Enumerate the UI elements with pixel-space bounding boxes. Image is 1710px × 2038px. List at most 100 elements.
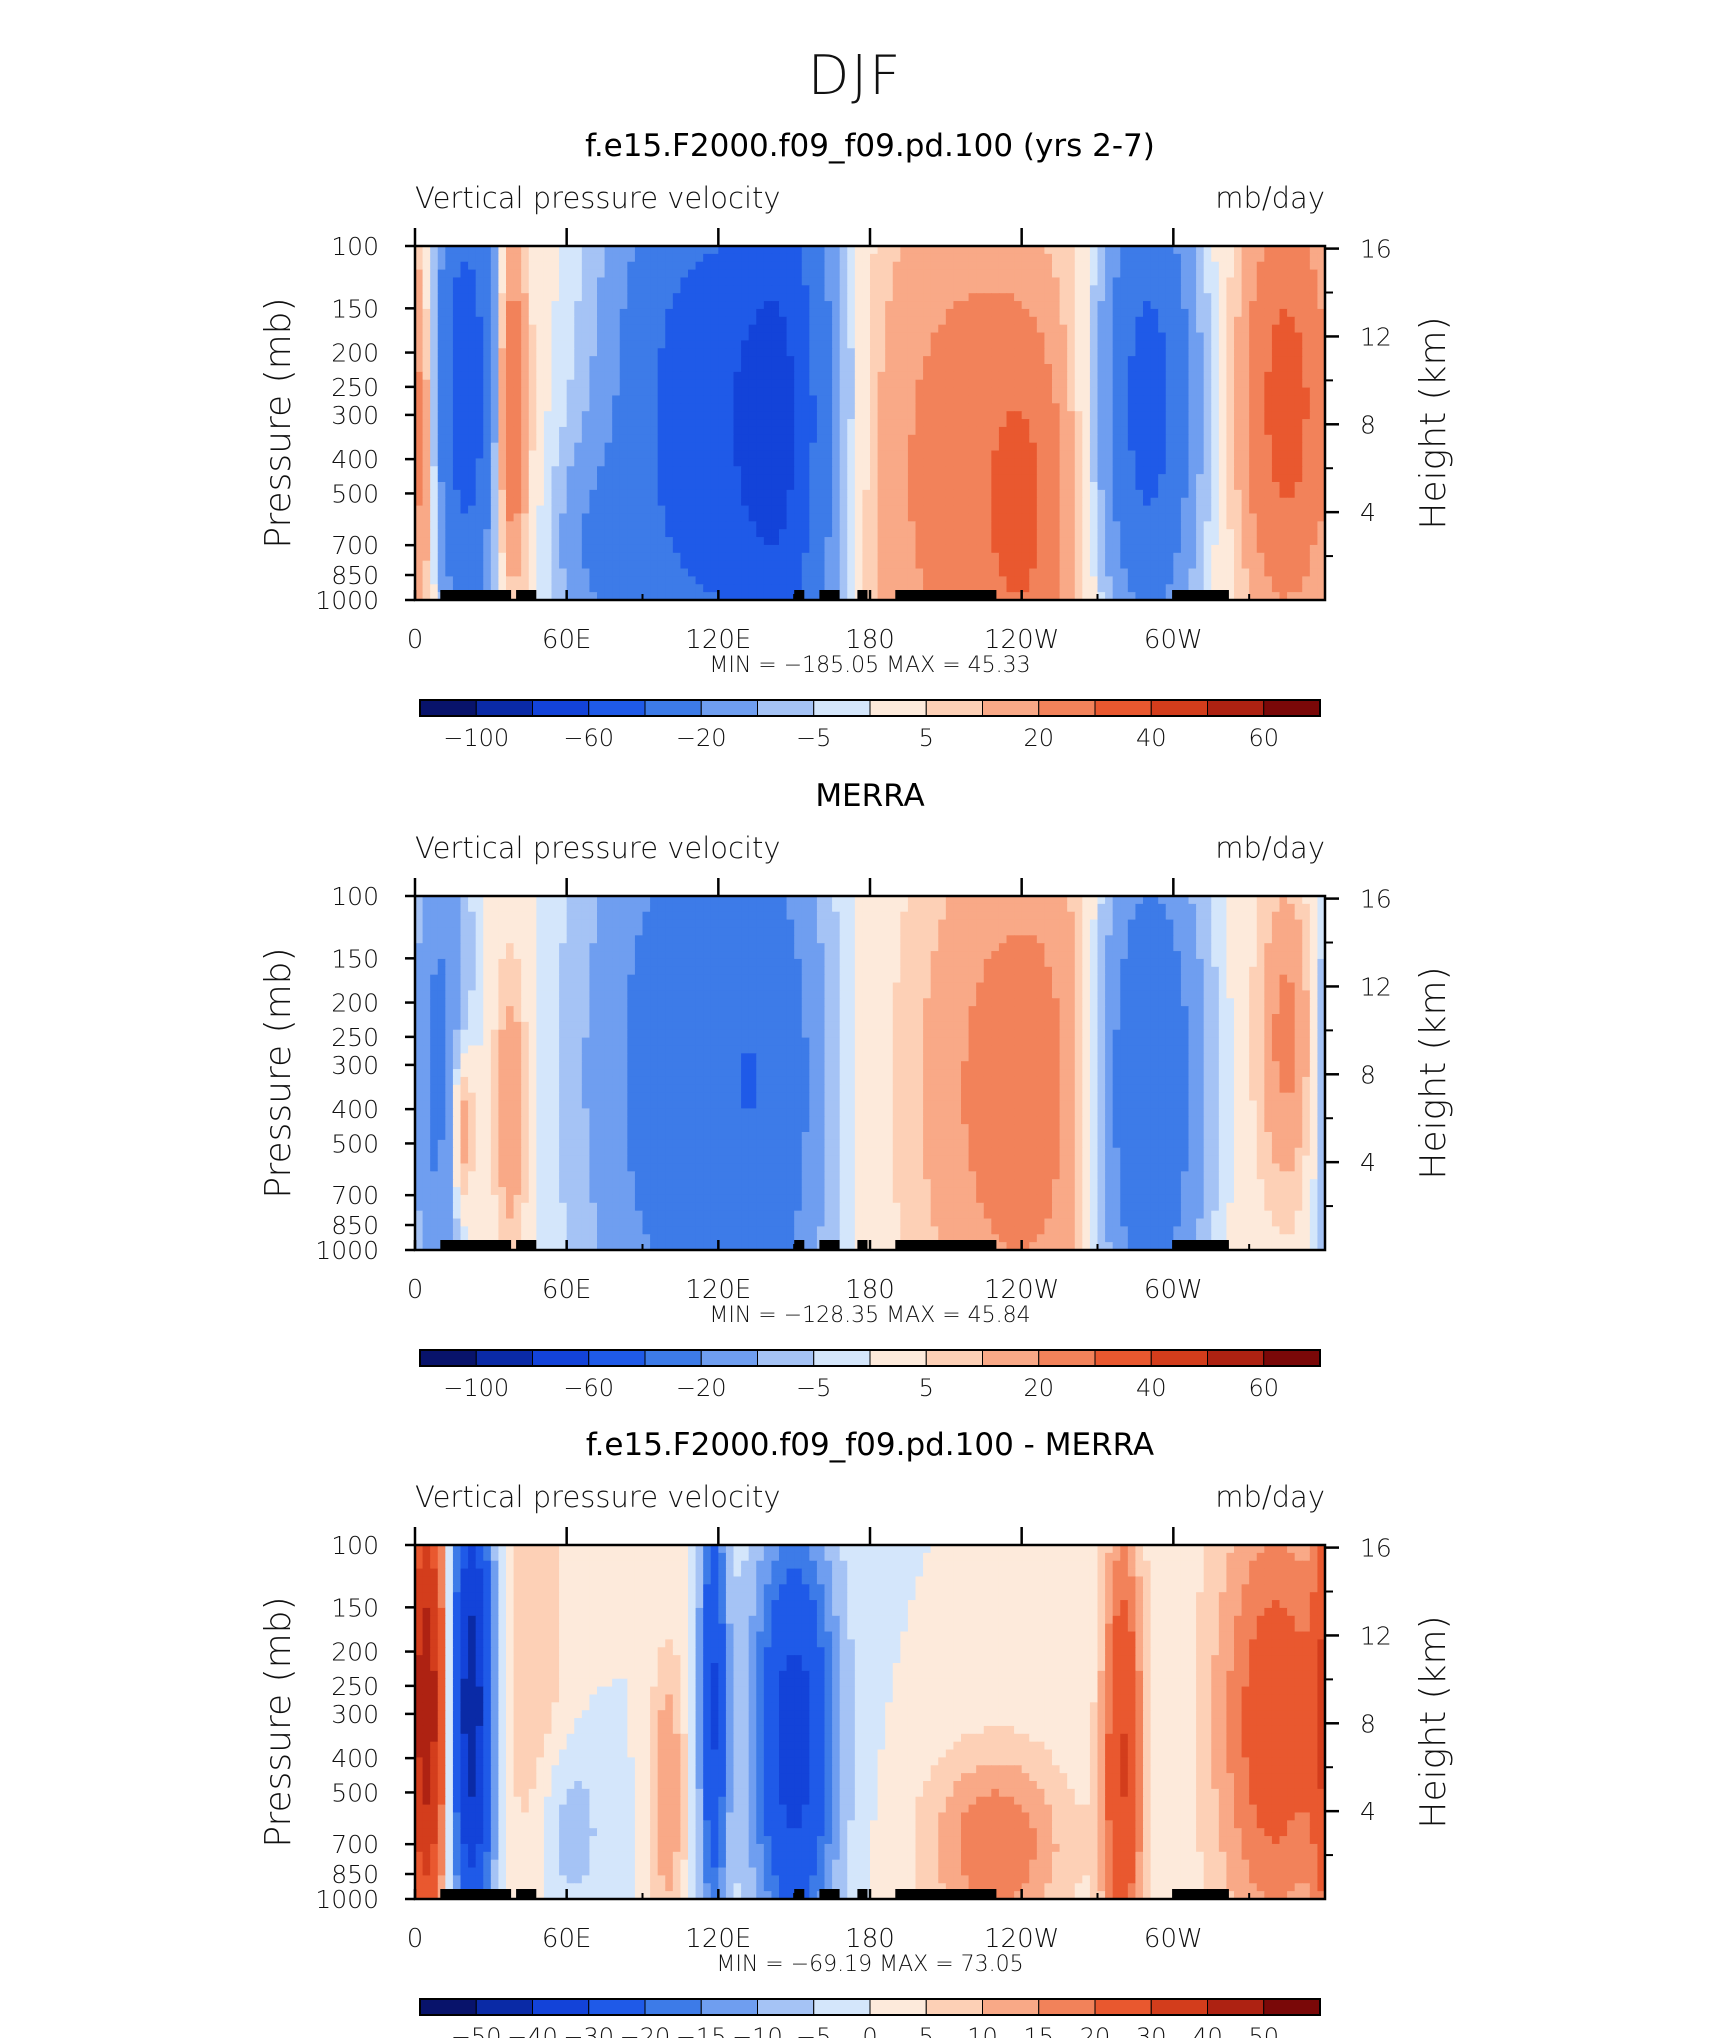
colorbar-swatch (1150, 1349, 1208, 1367)
colorbar-swatch (644, 699, 702, 717)
y-axis-label: Pressure (mb) (258, 947, 299, 1198)
x-tick-label: 120W (984, 1924, 1059, 1954)
height-tick-label: 4 (1360, 1797, 1376, 1826)
colorbar-label: 5 (919, 1374, 934, 1402)
colorbar-label: 50 (1248, 2023, 1279, 2038)
y-tick-label: 850 (331, 1211, 379, 1240)
x-tick-label: 60E (542, 1275, 592, 1305)
colorbar-swatch (925, 1349, 983, 1367)
y-tick-label: 1000 (315, 1885, 379, 1914)
colorbar-swatch (925, 699, 983, 717)
colorbar-swatch (813, 1998, 871, 2016)
contour-field (415, 1545, 1326, 1900)
x-tick-label: 180 (845, 1275, 895, 1305)
y-axis-label: Pressure (mb) (258, 297, 299, 548)
y-tick-label: 300 (331, 1700, 379, 1729)
colorbar-swatch (700, 1998, 758, 2016)
colorbar-swatch (1094, 1349, 1152, 1367)
colorbar-swatch (1207, 1998, 1265, 2016)
colorbar-swatch (1094, 1998, 1152, 2016)
x-tick-label: 60W (1144, 1924, 1203, 1954)
y-tick-label: 500 (331, 479, 379, 508)
height-tick-label: 12 (1360, 972, 1392, 1001)
panel-title: MERRA (815, 778, 924, 814)
colorbar-swatch (419, 1998, 477, 2016)
height-tick-label: 12 (1360, 322, 1392, 351)
y-tick-label: 700 (331, 1181, 379, 1210)
y-tick-label: 300 (331, 401, 379, 430)
y-tick-label: 700 (331, 1830, 379, 1859)
colorbar-label: −5 (796, 724, 831, 752)
colorbar-label: 15 (1023, 2023, 1054, 2038)
x-tick-label: 0 (407, 1275, 424, 1305)
colorbar-label: −20 (620, 2023, 671, 2038)
y-tick-label: 850 (331, 1860, 379, 1889)
colorbar-label: 60 (1248, 1374, 1279, 1402)
x-tick-label: 60E (542, 625, 592, 655)
contour-field (415, 896, 1326, 1251)
colorbar-label: 60 (1248, 724, 1279, 752)
y-tick-label: 250 (331, 1023, 379, 1052)
x-tick-label: 60E (542, 1924, 592, 1954)
colorbar-swatch (419, 699, 477, 717)
colorbar-swatch (1038, 1349, 1096, 1367)
x-tick-label: 60W (1144, 625, 1203, 655)
y-tick-label: 200 (331, 989, 379, 1018)
min-max-label: MIN = −69.19 MAX = 73.05 (716, 1952, 1023, 1977)
colorbar-label: −20 (676, 724, 727, 752)
y-axis-label: Pressure (mb) (258, 1596, 299, 1847)
x-tick-label: 60W (1144, 1275, 1203, 1305)
colorbar-label: −15 (676, 2023, 727, 2038)
x-tick-label: 180 (845, 625, 895, 655)
colorbar-label: −100 (443, 1374, 509, 1402)
colorbar-label: −5 (796, 2023, 831, 2038)
y-tick-label: 400 (331, 1095, 379, 1124)
colorbar-swatch (1263, 1349, 1321, 1367)
colorbar-swatch (532, 699, 590, 717)
height-tick-label: 16 (1360, 235, 1392, 264)
colorbar-label: −30 (563, 2023, 614, 2038)
panel-2: MERRA Vertical pressure velocity mb/day 0 60… (258, 778, 1454, 1402)
height-tick-label: 16 (1360, 1534, 1392, 1563)
colorbar-label: 40 (1136, 724, 1167, 752)
colorbar-swatch (813, 1349, 871, 1367)
height-tick-label: 8 (1360, 1060, 1376, 1089)
colorbar-swatch (982, 699, 1040, 717)
height-tick-label: 8 (1360, 1709, 1376, 1738)
y-tick-label: 1000 (315, 1236, 379, 1265)
colorbar-label: −100 (443, 724, 509, 752)
right-axis-label: Height (km) (1413, 1615, 1454, 1828)
panel-title: f.e15.F2000.f09_f09.pd.100 (yrs 2-7) (585, 128, 1155, 164)
colorbar-swatch (1207, 1349, 1265, 1367)
x-tick-label: 180 (845, 1924, 895, 1954)
colorbar-label: 20 (1023, 724, 1054, 752)
colorbar-swatch (1038, 699, 1096, 717)
colorbar: −100 −60 −20 −5 5 20 40 60 (419, 1349, 1321, 1402)
colorbar-label: 0 (862, 2023, 877, 2038)
colorbar-swatch (1263, 699, 1321, 717)
colorbar-swatch (1094, 699, 1152, 717)
colorbar-label: −50 (451, 2023, 502, 2038)
colorbar-label: −40 (507, 2023, 558, 2038)
panel-title: f.e15.F2000.f09_f09.pd.100 - MERRA (586, 1427, 1154, 1463)
colorbar-label: −5 (796, 1374, 831, 1402)
colorbar-swatch (588, 699, 646, 717)
y-tick-label: 400 (331, 445, 379, 474)
height-tick-label: 16 (1360, 885, 1392, 914)
x-tick-label: 120E (685, 1924, 751, 1954)
y-tick-label: 500 (331, 1129, 379, 1158)
colorbar-swatch (1150, 1998, 1208, 2016)
figure-title: DJF (807, 44, 903, 107)
colorbar-swatch (757, 699, 815, 717)
y-tick-label: 250 (331, 1672, 379, 1701)
units-label: mb/day (1215, 831, 1325, 865)
colorbar-swatch (1038, 1998, 1096, 2016)
colorbar-swatch (588, 1998, 646, 2016)
y-tick-label: 400 (331, 1744, 379, 1773)
colorbar-swatch (869, 1349, 927, 1367)
y-tick-label: 100 (331, 1531, 379, 1560)
colorbar-swatch (475, 699, 533, 717)
colorbar-label: 10 (967, 2023, 998, 2038)
colorbar-swatch (757, 1998, 815, 2016)
